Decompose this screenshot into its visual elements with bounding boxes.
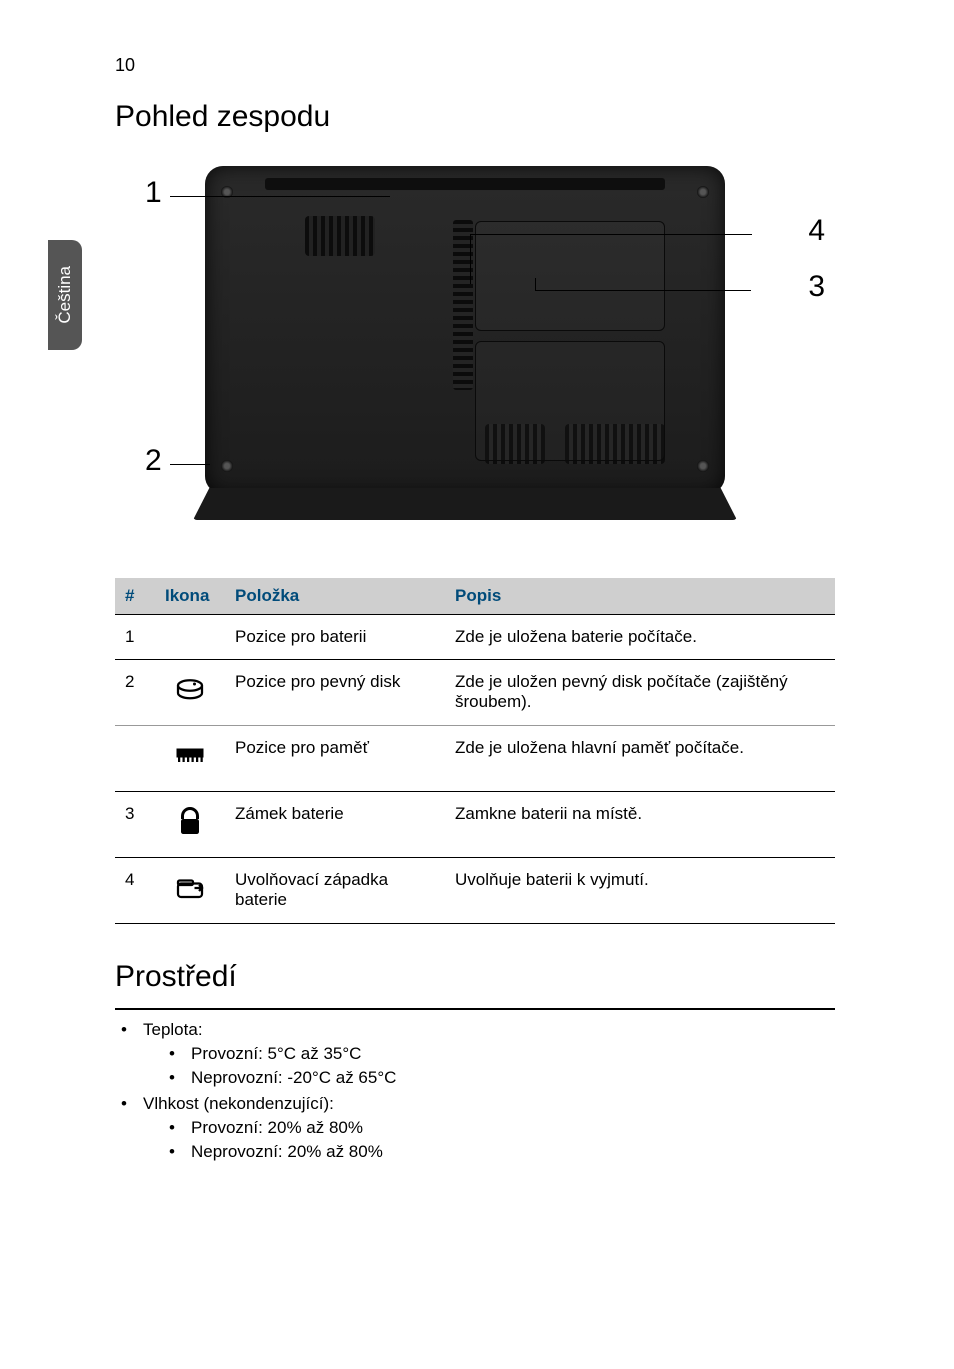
laptop-illustration	[205, 166, 725, 494]
divider	[115, 1008, 835, 1010]
language-tab: Čeština	[48, 240, 82, 350]
hdd-icon	[155, 660, 225, 726]
cell-item: Uvolňovací západka baterie	[225, 858, 445, 924]
callout-1: 1	[145, 176, 162, 210]
cell-icon	[155, 615, 225, 660]
table-row: 4 Uvolňovací západka baterieUvolňuje bate…	[115, 858, 835, 924]
table-row: Pozice pro paměťZde je uložena hlavní pa…	[115, 726, 835, 792]
page-number: 10	[115, 55, 135, 76]
cell-num: 1	[115, 615, 155, 660]
env-item: Teplota:Provozní: 5°C až 35°CNeprovozní:…	[143, 1020, 835, 1088]
cell-num	[115, 726, 155, 792]
cell-item: Zámek baterie	[225, 792, 445, 858]
lock-icon	[155, 792, 225, 858]
env-subitem: Neprovozní: 20% až 80%	[191, 1142, 835, 1162]
release-icon	[155, 858, 225, 924]
bottom-view-diagram: 1 2 3 4	[115, 158, 835, 538]
table-row: 2 Pozice pro pevný diskZde je uložen pevn…	[115, 660, 835, 726]
env-subitem: Provozní: 20% až 80%	[191, 1118, 835, 1138]
table-row: 3 Zámek baterieZamkne baterii na místě.	[115, 792, 835, 858]
env-subitem: Provozní: 5°C až 35°C	[191, 1044, 835, 1064]
cell-desc: Zde je uložena baterie počítače.	[445, 615, 835, 660]
environment-title: Prostředí	[115, 960, 835, 994]
cell-num: 3	[115, 792, 155, 858]
language-tab-label: Čeština	[55, 266, 75, 324]
th-num: #	[115, 578, 155, 615]
env-subitem: Neprovozní: -20°C až 65°C	[191, 1068, 835, 1088]
th-item: Položka	[225, 578, 445, 615]
cell-item: Pozice pro pevný disk	[225, 660, 445, 726]
cell-desc: Uvolňuje baterii k vyjmutí.	[445, 858, 835, 924]
callout-2: 2	[145, 444, 162, 478]
env-item: Vlhkost (nekondenzující):Provozní: 20% a…	[143, 1094, 835, 1162]
cell-item: Pozice pro paměť	[225, 726, 445, 792]
th-icon: Ikona	[155, 578, 225, 615]
cell-desc: Zde je uložen pevný disk počítače (zajiš…	[445, 660, 835, 726]
description-table: # Ikona Položka Popis 1 Pozice pro bateri…	[115, 578, 835, 924]
cell-desc: Zde je uložena hlavní paměť počítače.	[445, 726, 835, 792]
ram-icon	[155, 726, 225, 792]
cell-num: 4	[115, 858, 155, 924]
callout-4: 4	[808, 214, 825, 248]
table-row: 1 Pozice pro bateriiZde je uložena bateri…	[115, 615, 835, 660]
environment-list: Teplota:Provozní: 5°C až 35°CNeprovozní:…	[115, 1020, 835, 1162]
cell-desc: Zamkne baterii na místě.	[445, 792, 835, 858]
th-desc: Popis	[445, 578, 835, 615]
page-content: Pohled zespodu 1 2 3 4 # Ikona Položka P…	[115, 100, 835, 1168]
cell-num: 2	[115, 660, 155, 726]
cell-item: Pozice pro baterii	[225, 615, 445, 660]
section-title: Pohled zespodu	[115, 100, 835, 134]
callout-3: 3	[808, 270, 825, 304]
